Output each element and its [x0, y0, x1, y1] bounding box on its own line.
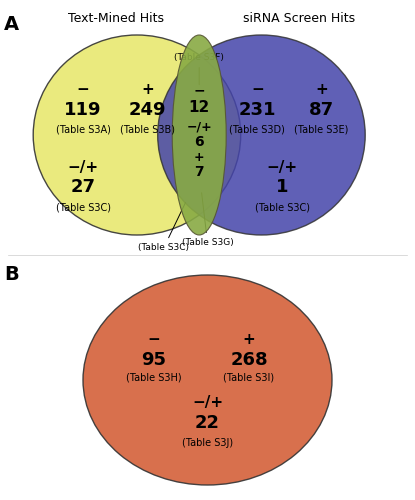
Text: −: −	[251, 82, 264, 98]
Text: −: −	[147, 332, 160, 347]
Text: 22: 22	[195, 414, 220, 432]
Text: −/+: −/+	[67, 160, 99, 175]
Ellipse shape	[158, 35, 365, 235]
Text: 119: 119	[64, 101, 102, 119]
Ellipse shape	[83, 275, 332, 485]
Text: 95: 95	[141, 351, 166, 369]
Text: 7: 7	[194, 166, 204, 179]
Text: 268: 268	[230, 351, 268, 369]
Text: −: −	[193, 83, 205, 97]
Text: A: A	[4, 15, 19, 34]
Text: (Table S3F): (Table S3F)	[174, 53, 224, 84]
Ellipse shape	[172, 35, 226, 235]
Text: 6: 6	[194, 136, 204, 149]
Text: 12: 12	[188, 100, 210, 115]
Ellipse shape	[33, 35, 241, 235]
Text: +: +	[315, 82, 328, 98]
Text: (Table S3B): (Table S3B)	[120, 125, 175, 135]
Text: −/+: −/+	[192, 395, 223, 410]
Text: (Table S3C): (Table S3C)	[56, 202, 110, 212]
Text: 249: 249	[129, 101, 166, 119]
Text: siRNA Screen Hits: siRNA Screen Hits	[243, 12, 355, 25]
Text: (Table S3D): (Table S3D)	[229, 125, 285, 135]
Text: −/+: −/+	[267, 160, 298, 175]
Text: +: +	[141, 82, 154, 98]
Text: (Table S3C): (Table S3C)	[255, 202, 310, 212]
Text: (Table S3H): (Table S3H)	[126, 372, 181, 382]
Text: (Table S3A): (Table S3A)	[56, 125, 110, 135]
Text: Text-Mined Hits: Text-Mined Hits	[68, 12, 164, 25]
Text: (Table S3I): (Table S3I)	[223, 372, 275, 382]
Text: (Table S3E): (Table S3E)	[294, 125, 349, 135]
Text: +: +	[194, 151, 205, 164]
Text: −: −	[77, 82, 89, 98]
Text: 1: 1	[276, 178, 288, 196]
Text: +: +	[243, 332, 255, 347]
Text: −/+: −/+	[186, 121, 212, 134]
Text: 87: 87	[309, 101, 334, 119]
Text: 231: 231	[239, 101, 276, 119]
Text: B: B	[4, 265, 19, 284]
Text: (Table S3G): (Table S3G)	[182, 193, 233, 247]
Text: (Table S3C): (Table S3C)	[139, 202, 189, 252]
Text: 27: 27	[71, 178, 95, 196]
Text: (Table S3J): (Table S3J)	[182, 438, 233, 448]
